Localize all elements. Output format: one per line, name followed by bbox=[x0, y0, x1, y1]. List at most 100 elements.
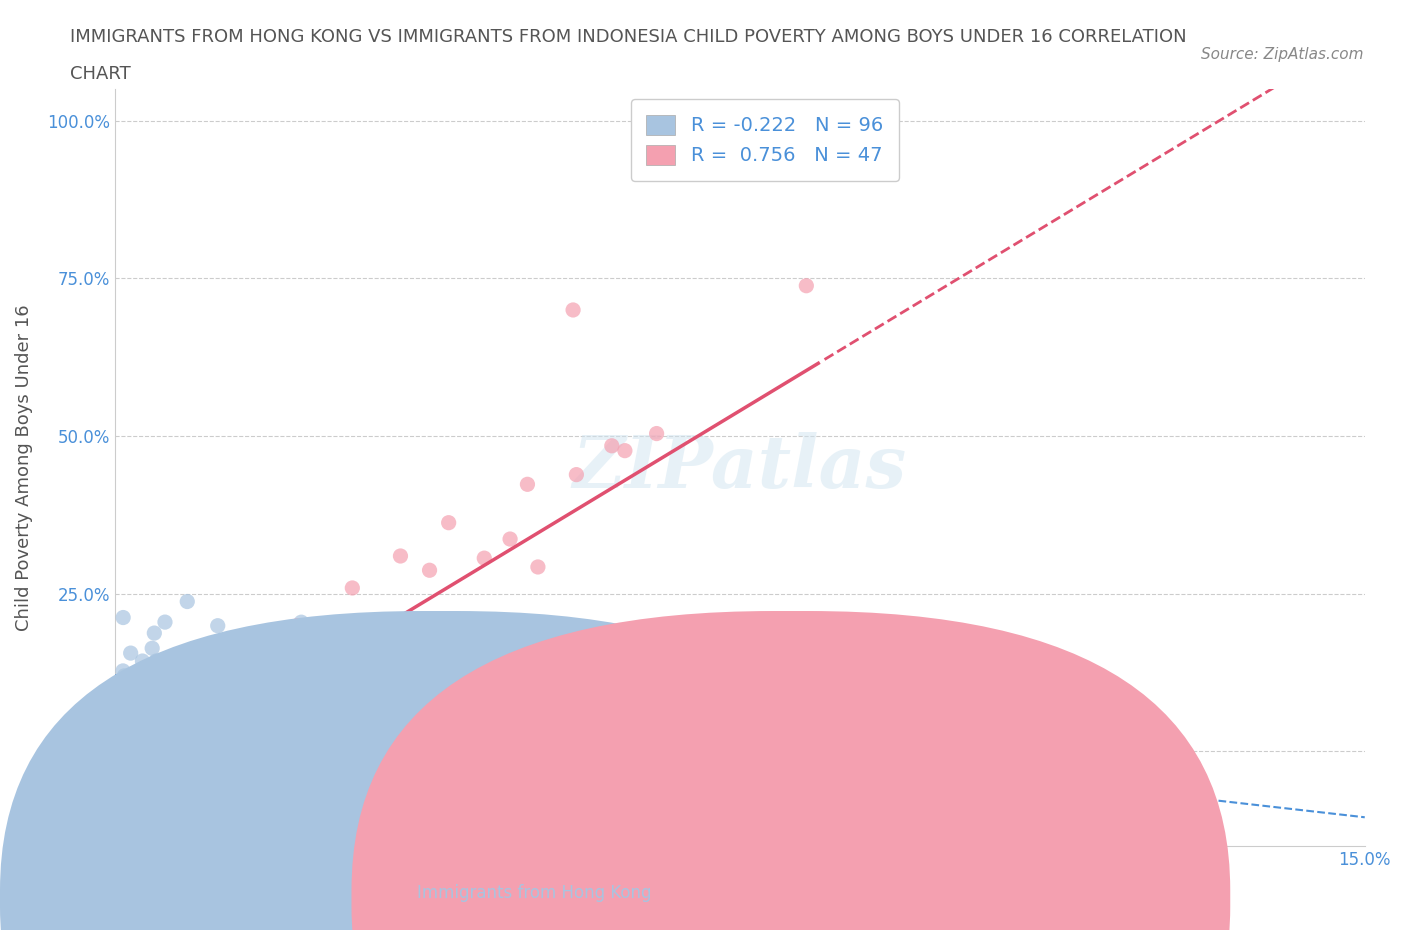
Point bbox=[253, 679, 276, 694]
Point bbox=[195, 724, 218, 738]
Point bbox=[269, 692, 291, 707]
Point bbox=[422, 728, 444, 743]
Point bbox=[131, 757, 153, 772]
Point bbox=[205, 704, 228, 719]
Point bbox=[117, 683, 139, 698]
Point bbox=[218, 635, 240, 650]
Point bbox=[153, 667, 176, 682]
Point bbox=[180, 687, 202, 702]
Point bbox=[105, 711, 128, 726]
Point bbox=[246, 708, 269, 723]
Point bbox=[326, 666, 349, 681]
Point bbox=[153, 615, 176, 630]
Point bbox=[541, 739, 564, 754]
Point bbox=[159, 711, 181, 726]
Point bbox=[267, 684, 290, 699]
Text: Source: ZipAtlas.com: Source: ZipAtlas.com bbox=[1201, 46, 1364, 61]
Point bbox=[295, 707, 318, 722]
Point bbox=[115, 740, 138, 755]
Point bbox=[323, 730, 346, 745]
Point bbox=[149, 757, 172, 772]
Point bbox=[187, 672, 209, 687]
Point bbox=[352, 658, 374, 672]
Point bbox=[259, 676, 281, 691]
Point bbox=[150, 655, 173, 670]
Y-axis label: Child Poverty Among Boys Under 16: Child Poverty Among Boys Under 16 bbox=[15, 304, 32, 631]
Point bbox=[134, 671, 156, 685]
Point bbox=[516, 477, 538, 492]
Point bbox=[307, 650, 329, 665]
Point bbox=[283, 680, 305, 695]
Point bbox=[165, 721, 187, 736]
Point bbox=[288, 688, 311, 703]
Point bbox=[404, 752, 426, 767]
Text: ZIPatlas: ZIPatlas bbox=[572, 432, 907, 503]
Point bbox=[188, 677, 211, 692]
Point bbox=[645, 145, 668, 160]
Point bbox=[120, 673, 142, 688]
Point bbox=[499, 532, 522, 547]
Point bbox=[176, 594, 198, 609]
Point bbox=[645, 426, 668, 441]
Point bbox=[221, 698, 243, 712]
Point bbox=[131, 737, 153, 751]
Point bbox=[267, 732, 290, 747]
Point bbox=[540, 698, 562, 713]
Point bbox=[218, 687, 240, 702]
Point bbox=[288, 687, 311, 702]
Point bbox=[179, 699, 201, 714]
Point bbox=[159, 698, 181, 712]
Point bbox=[127, 668, 149, 683]
Point bbox=[197, 653, 219, 668]
Point bbox=[120, 645, 142, 660]
Point bbox=[170, 721, 193, 736]
Point bbox=[110, 722, 132, 737]
Point bbox=[146, 697, 169, 711]
Point bbox=[247, 691, 270, 706]
Point bbox=[225, 683, 247, 698]
Point bbox=[105, 776, 128, 790]
Point bbox=[283, 666, 305, 681]
Point bbox=[225, 719, 247, 734]
Text: Immigrants from Hong Kong: Immigrants from Hong Kong bbox=[418, 884, 651, 902]
Point bbox=[218, 702, 240, 717]
Point bbox=[565, 467, 588, 482]
Point bbox=[104, 727, 127, 742]
Point bbox=[162, 776, 184, 790]
Point bbox=[311, 702, 333, 717]
Point bbox=[232, 684, 254, 699]
Point bbox=[145, 740, 167, 755]
Point bbox=[153, 660, 176, 675]
Point bbox=[257, 714, 280, 729]
Point bbox=[454, 750, 477, 764]
Point bbox=[173, 728, 195, 743]
Point bbox=[176, 671, 198, 685]
Point bbox=[437, 515, 460, 530]
Point bbox=[288, 707, 311, 722]
Point bbox=[174, 713, 197, 728]
Legend: R = -0.222   N = 96, R =  0.756   N = 47: R = -0.222 N = 96, R = 0.756 N = 47 bbox=[631, 100, 898, 181]
Point bbox=[114, 742, 136, 757]
Point bbox=[156, 690, 179, 705]
Point bbox=[562, 302, 585, 317]
Point bbox=[131, 681, 153, 696]
Point bbox=[132, 773, 155, 788]
Point bbox=[472, 551, 495, 565]
Point bbox=[389, 549, 412, 564]
Point bbox=[207, 618, 229, 633]
Point bbox=[108, 683, 131, 698]
Text: IMMIGRANTS FROM HONG KONG VS IMMIGRANTS FROM INDONESIA CHILD POVERTY AMONG BOYS : IMMIGRANTS FROM HONG KONG VS IMMIGRANTS … bbox=[70, 28, 1187, 46]
Point bbox=[120, 776, 142, 790]
Point bbox=[352, 692, 374, 707]
Point bbox=[153, 738, 176, 753]
Point bbox=[125, 679, 148, 694]
Point bbox=[150, 730, 173, 745]
Point bbox=[194, 705, 217, 720]
Point bbox=[149, 681, 172, 696]
Point bbox=[188, 717, 211, 732]
Text: Immigrants from Indonesia: Immigrants from Indonesia bbox=[759, 884, 984, 902]
Point bbox=[290, 615, 312, 630]
Point bbox=[156, 666, 179, 681]
Point bbox=[354, 690, 377, 705]
Point bbox=[208, 677, 231, 692]
